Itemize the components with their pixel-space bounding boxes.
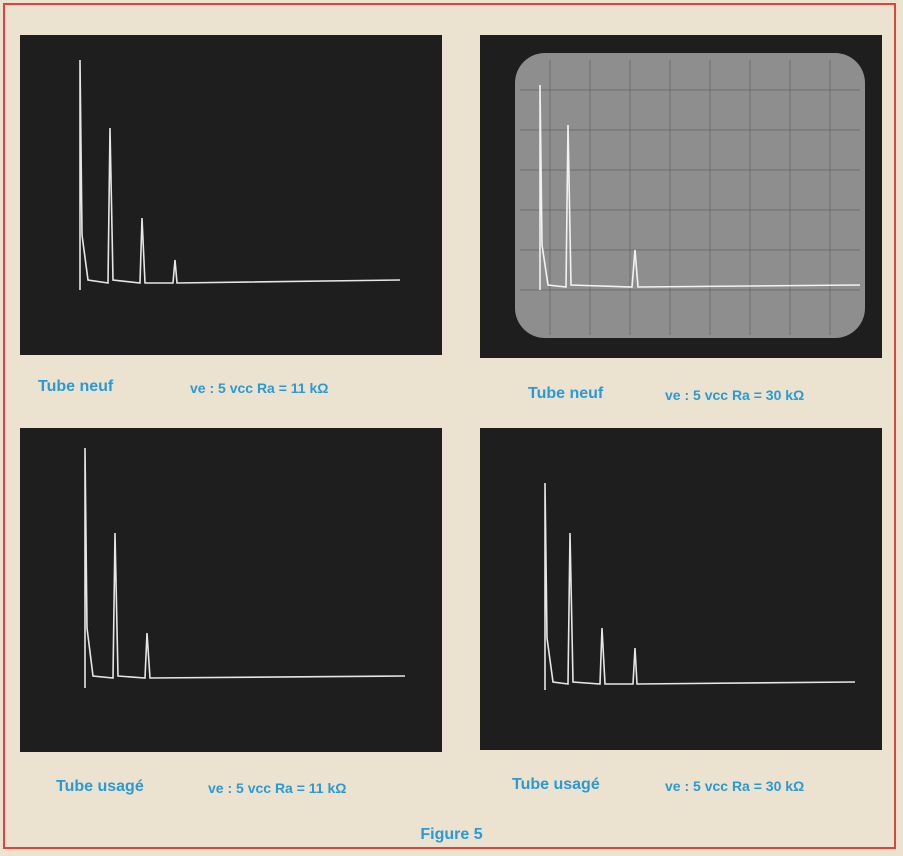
conditions: ve : 5 vcc Ra = 30 kΩ: [665, 387, 805, 403]
trace: [515, 53, 865, 338]
trace: [544, 482, 856, 690]
conditions: ve : 5 vcc Ra = 30 kΩ: [665, 778, 805, 794]
trace: [79, 59, 401, 290]
frame: [3, 3, 896, 849]
trace: [84, 447, 406, 688]
label: Tube usagé: [56, 778, 144, 795]
label: Tube neuf: [528, 385, 604, 402]
label: Tube usagé: [512, 776, 600, 793]
figure-caption: Figure 5: [420, 826, 483, 843]
photo: [20, 428, 442, 752]
photo: [480, 428, 882, 750]
label: Tube neuf: [38, 378, 114, 395]
conditions: ve : 5 vcc Ra = 11 kΩ: [208, 780, 347, 796]
photo: [20, 35, 442, 355]
photo: [480, 35, 882, 358]
conditions: ve : 5 vcc Ra = 11 kΩ: [190, 380, 329, 396]
